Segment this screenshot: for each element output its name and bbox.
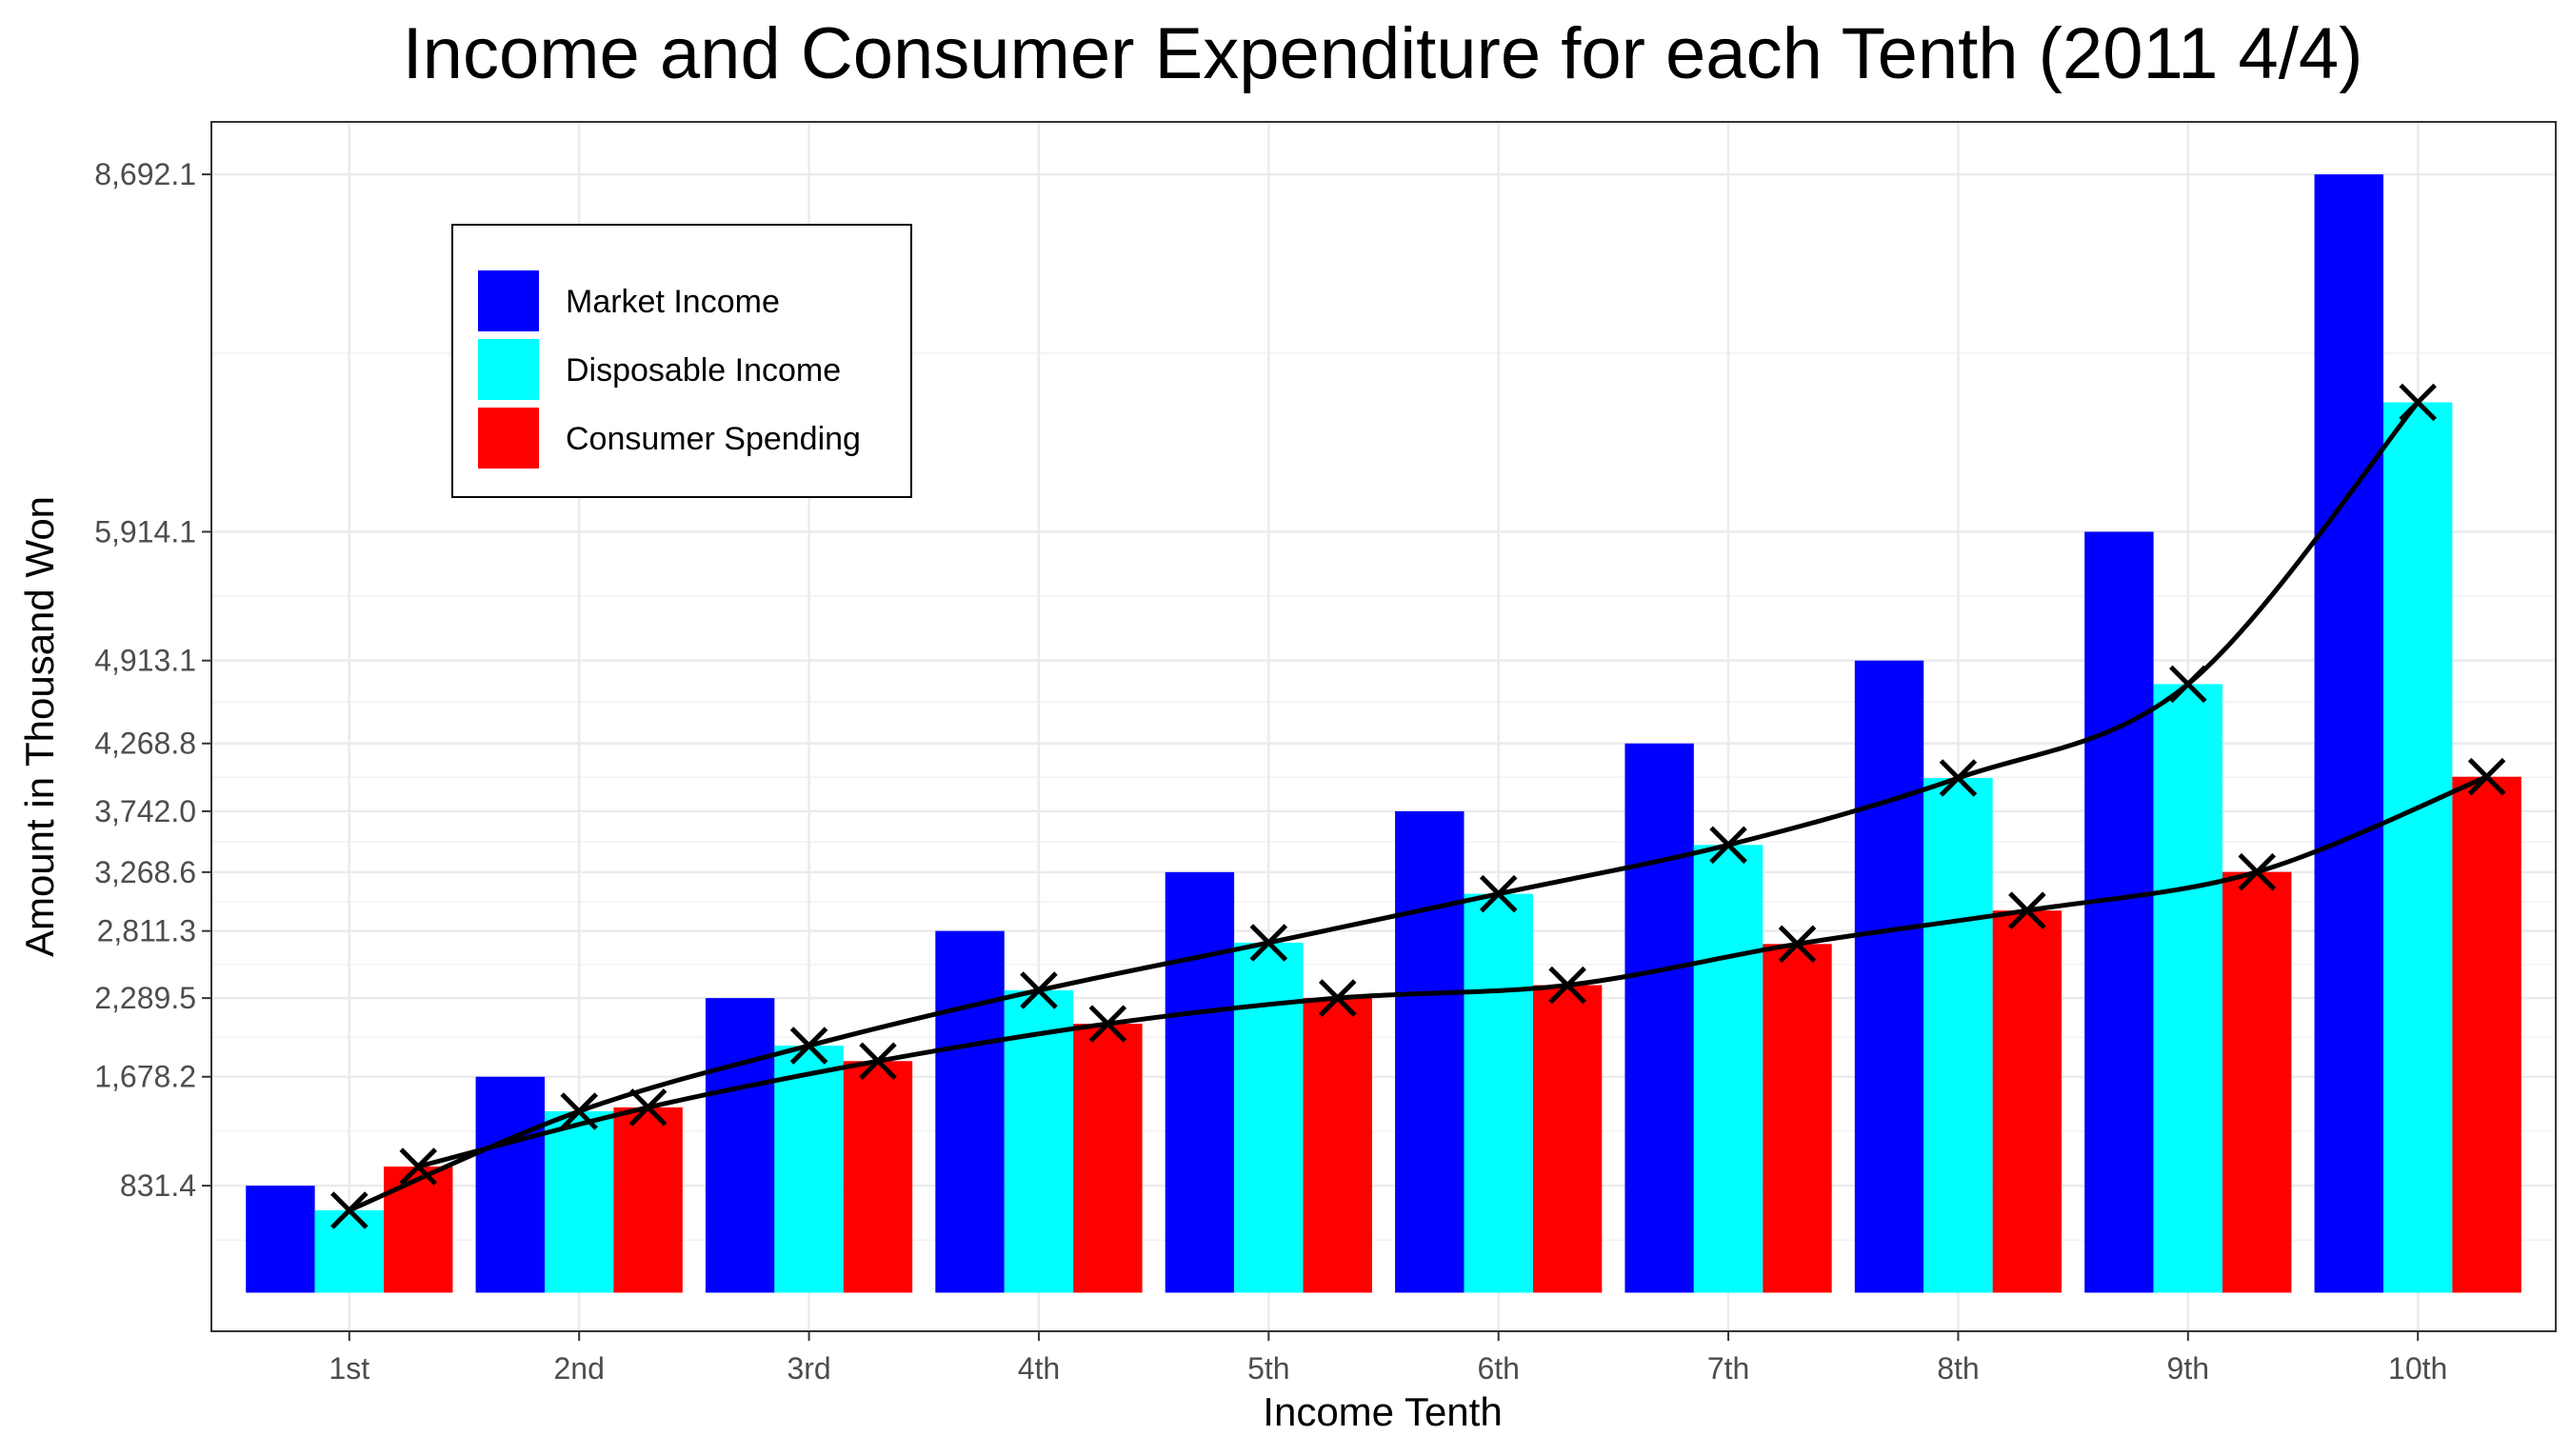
bar-consumer-spending-8th (1992, 910, 2063, 1293)
x-marker-consumer-spending-7th (1778, 925, 1817, 964)
bar-market-income-10th (2314, 174, 2383, 1293)
x-tick-label: 8th (1937, 1351, 1979, 1386)
plot-border (210, 121, 2557, 1332)
y-tick-label: 4,913.1 (94, 644, 196, 678)
x-marker-disposable-income-10th (2399, 383, 2437, 422)
x-marker-consumer-spending-9th (2238, 852, 2276, 891)
x-tick-label: 9th (2167, 1351, 2209, 1386)
bar-consumer-spending-5th (1303, 998, 1372, 1293)
x-axis-label: Income Tenth (1263, 1389, 1502, 1434)
x-marker-disposable-income-6th (1479, 874, 1518, 913)
x-marker-disposable-income-9th (2169, 665, 2207, 704)
x-marker-disposable-income-3rd (789, 1027, 828, 1065)
bar-disposable-income-1st (314, 1210, 385, 1293)
y-tick-label: 5,914.1 (94, 514, 196, 548)
x-tick-label: 10th (2388, 1351, 2447, 1386)
y-tick-label: 8,692.1 (94, 157, 196, 191)
legend-key-disposable-income (478, 339, 539, 400)
x-marker-disposable-income-1st (330, 1191, 369, 1229)
bar-market-income-2nd (475, 1076, 545, 1293)
x-marker-consumer-spending-10th (2467, 757, 2506, 796)
y-tick-label: 4,268.8 (94, 727, 196, 761)
bar-consumer-spending-2nd (613, 1107, 683, 1293)
bar-consumer-spending-9th (2222, 871, 2292, 1293)
x-marker-consumer-spending-6th (1548, 966, 1586, 1005)
bar-disposable-income-9th (2153, 684, 2223, 1293)
y-tick-label: 3,742.0 (94, 794, 196, 828)
bar-market-income-3rd (705, 998, 775, 1293)
bar-disposable-income-2nd (544, 1110, 614, 1293)
y-tick-label: 2,811.3 (97, 914, 196, 948)
bar-disposable-income-7th (1693, 845, 1764, 1293)
x-tick-label: 4th (1018, 1351, 1060, 1386)
legend-label-consumer-spending: Consumer Spending (566, 421, 861, 457)
bar-market-income-9th (2084, 531, 2154, 1293)
bar-consumer-spending-4th (1073, 1024, 1143, 1293)
bar-market-income-1st (246, 1186, 315, 1293)
y-tick-label: 2,289.5 (94, 981, 196, 1015)
legend: Market Income Disposable Income Consumer S… (451, 224, 912, 498)
bar-consumer-spending-10th (2452, 776, 2521, 1293)
legend-key-market-income (478, 270, 539, 331)
bar-consumer-spending-7th (1763, 944, 1832, 1293)
bar-market-income-4th (935, 930, 1005, 1293)
x-marker-consumer-spending-5th (1318, 979, 1357, 1017)
chart-title: Income and Consumer Expenditure for each… (403, 13, 2363, 94)
bar-disposable-income-8th (1923, 778, 1993, 1293)
bar-market-income-5th (1165, 871, 1235, 1293)
legend-key-consumer-spending (478, 408, 539, 469)
x-marker-disposable-income-8th (1939, 759, 1978, 797)
bar-disposable-income-10th (2382, 402, 2453, 1293)
x-marker-disposable-income-7th (1709, 826, 1747, 865)
x-marker-consumer-spending-3rd (859, 1042, 897, 1081)
bar-market-income-7th (1624, 743, 1694, 1293)
bar-market-income-8th (1854, 660, 1924, 1293)
trend-line-disposable-income (348, 400, 2421, 1213)
legend-label-disposable-income: Disposable Income (566, 352, 841, 389)
y-tick-label: 831.4 (120, 1168, 196, 1203)
bar-disposable-income-4th (1004, 989, 1074, 1293)
axis-layer: 831.4 1,678.2 2,289.5 2,811.3 3,268.6 3,742.0… (94, 157, 2447, 1386)
trend-line-consumer-spending (417, 774, 2488, 1169)
bar-consumer-spending-6th (1532, 985, 1603, 1293)
bar-disposable-income-3rd (774, 1046, 844, 1293)
bar-layer (246, 174, 2521, 1293)
x-tick-label: 1st (329, 1351, 369, 1386)
x-tick-label: 5th (1247, 1351, 1289, 1386)
bar-consumer-spending-1st (384, 1167, 453, 1293)
y-tick-label: 1,678.2 (94, 1060, 196, 1094)
line-layer (330, 383, 2506, 1229)
x-tick-label: 7th (1707, 1351, 1749, 1386)
x-tick-label: 3rd (787, 1351, 830, 1386)
x-marker-consumer-spending-1st (399, 1147, 438, 1186)
x-tick-label: 2nd (554, 1351, 605, 1386)
bar-consumer-spending-3rd (843, 1061, 913, 1293)
legend-label-market-income: Market Income (566, 284, 780, 320)
bar-market-income-6th (1395, 810, 1465, 1293)
bar-disposable-income-5th (1234, 942, 1304, 1293)
bar-disposable-income-6th (1464, 893, 1533, 1293)
y-axis-label: Amount in Thousand Won (17, 496, 62, 957)
x-tick-label: 6th (1477, 1351, 1519, 1386)
x-marker-consumer-spending-8th (2008, 891, 2046, 929)
y-tick-label: 3,268.6 (94, 855, 196, 889)
x-marker-consumer-spending-4th (1088, 1005, 1127, 1043)
x-marker-disposable-income-5th (1249, 924, 1288, 962)
x-marker-disposable-income-4th (1020, 971, 1058, 1009)
x-marker-consumer-spending-2nd (628, 1088, 668, 1127)
